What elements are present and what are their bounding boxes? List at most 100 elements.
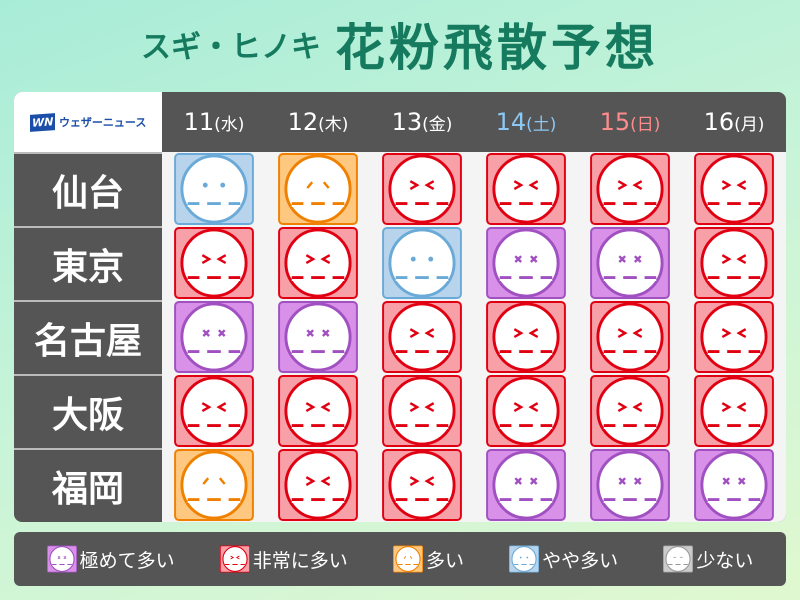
day-of-week: (月) — [734, 114, 765, 135]
pollen-face-icon — [278, 449, 358, 521]
forecast-cell-very_high — [474, 226, 578, 300]
forecast-cell-high — [370, 448, 474, 522]
pollen-face-icon — [382, 449, 462, 521]
day-of-week: (金) — [422, 114, 453, 135]
forecast-cell-very_high — [266, 300, 370, 374]
forecast-cell-high — [266, 448, 370, 522]
day-header: 14 (土) — [474, 92, 578, 152]
legend-label: 極めて多い — [79, 549, 175, 572]
pollen-face-icon — [509, 545, 540, 573]
forecast-cell-medium — [162, 448, 266, 522]
day-header: 16 (月) — [682, 92, 786, 152]
day-header: 12 (木) — [266, 92, 370, 152]
forecast-cell-medium — [266, 152, 370, 226]
pollen-face-icon — [590, 449, 670, 521]
legend-item-low: 少ない — [663, 544, 753, 574]
forecast-cell-high — [682, 152, 786, 226]
pollen-face-icon — [174, 227, 254, 299]
forecast-cell-high — [370, 374, 474, 448]
pollen-face-icon — [590, 375, 670, 447]
forecast-cell-high — [578, 300, 682, 374]
legend-label: 少ない — [696, 549, 754, 572]
day-number: 15 — [599, 108, 631, 136]
forecast-cell-slightly — [370, 226, 474, 300]
day-of-week: (土) — [526, 114, 557, 135]
forecast-cell-high — [370, 152, 474, 226]
forecast-cell-high — [162, 374, 266, 448]
day-of-week: (水) — [214, 114, 245, 135]
forecast-cell-high — [474, 300, 578, 374]
city-label: 仙台 — [14, 152, 162, 226]
pollen-face-icon — [174, 449, 254, 521]
pollen-face-icon — [590, 301, 670, 373]
pollen-face-icon — [486, 227, 566, 299]
title-main: 花粉飛散予想 — [335, 19, 659, 77]
legend-item-slightly: やや多い — [509, 544, 618, 574]
pollen-face-icon — [694, 301, 774, 373]
forecast-cell-high — [682, 374, 786, 448]
pollen-face-icon — [694, 449, 774, 521]
day-number: 11 — [183, 108, 215, 136]
pollen-face-icon — [694, 375, 774, 447]
forecast-cell-high — [474, 374, 578, 448]
day-number: 14 — [495, 108, 527, 136]
forecast-cell-very_high — [578, 226, 682, 300]
forecast-cell-high — [266, 226, 370, 300]
legend-item-medium: 多い — [392, 544, 464, 574]
day-header: 15 (日) — [578, 92, 682, 152]
pollen-face-icon — [382, 375, 462, 447]
forecast-cell-high — [266, 374, 370, 448]
pollen-face-icon — [278, 301, 358, 373]
pollen-face-icon — [590, 153, 670, 225]
forecast-cell-high — [578, 374, 682, 448]
pollen-face-icon — [174, 153, 254, 225]
forecast-cell-high — [682, 226, 786, 300]
forecast-table: WN ウェザーニュース 11 (水) 12 (木) 13 (金) 14 (土) 15 (日) 16(… — [14, 92, 786, 522]
legend-label: 非常に多い — [252, 549, 348, 572]
weathernews-logo: WN ウェザーニュース — [14, 92, 162, 152]
forecast-cell-very_high — [162, 300, 266, 374]
day-of-week: (木) — [318, 114, 349, 135]
city-label: 大阪 — [14, 374, 162, 448]
forecast-cell-very_high — [578, 448, 682, 522]
pollen-face-icon — [382, 153, 462, 225]
city-label: 東京 — [14, 226, 162, 300]
forecast-cell-high — [578, 152, 682, 226]
pollen-face-icon — [486, 301, 566, 373]
pollen-face-icon — [694, 153, 774, 225]
page-title: スギ・ヒノキ 花粉飛散予想 — [0, 8, 800, 80]
day-of-week: (日) — [630, 114, 661, 135]
forecast-cell-high — [162, 226, 266, 300]
legend-item-high: 非常に多い — [219, 544, 348, 574]
forecast-cell-very_high — [474, 448, 578, 522]
pollen-face-icon — [278, 227, 358, 299]
day-header: 13 (金) — [370, 92, 474, 152]
pollen-face-icon — [174, 301, 254, 373]
pollen-face-icon — [486, 375, 566, 447]
day-number: 13 — [391, 108, 423, 136]
pollen-face-icon — [46, 545, 77, 573]
pollen-face-icon — [663, 545, 694, 573]
pollen-face-icon — [219, 545, 250, 573]
logo-text: ウェザーニュース — [58, 116, 147, 129]
pollen-face-icon — [486, 153, 566, 225]
pollen-face-icon — [694, 227, 774, 299]
pollen-face-icon — [392, 545, 423, 573]
forecast-cell-high — [474, 152, 578, 226]
forecast-cell-very_high — [682, 448, 786, 522]
title-subtitle: スギ・ヒノキ — [141, 30, 321, 65]
pollen-face-icon — [486, 449, 566, 521]
pollen-face-icon — [382, 301, 462, 373]
pollen-face-icon — [174, 375, 254, 447]
logo-mark: WN — [29, 112, 55, 132]
day-number: 12 — [287, 108, 319, 136]
forecast-cell-high — [370, 300, 474, 374]
day-header: 11 (水) — [162, 92, 266, 152]
city-label: 名古屋 — [14, 300, 162, 374]
pollen-face-icon — [590, 227, 670, 299]
day-number: 16 — [703, 108, 735, 136]
pollen-face-icon — [382, 227, 462, 299]
legend-label: 多い — [425, 549, 464, 572]
forecast-cell-high — [682, 300, 786, 374]
city-label: 福岡 — [14, 448, 162, 522]
